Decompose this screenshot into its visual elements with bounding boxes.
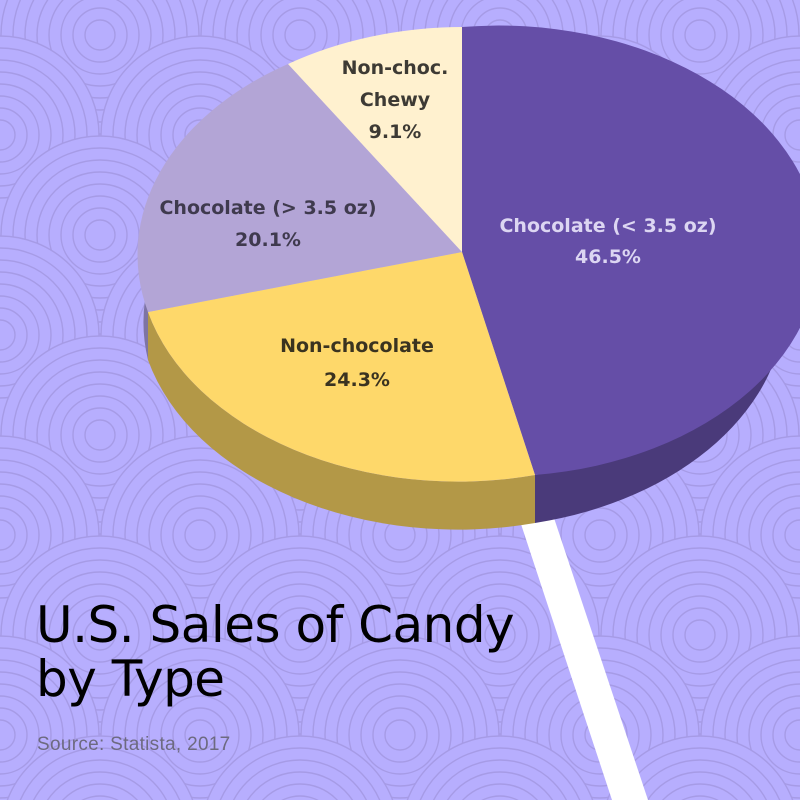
slice-chocolate-small[interactable] <box>462 25 800 475</box>
slice-non-chocolate[interactable] <box>148 252 535 482</box>
label-non-choc-chewy-line2: Chewy <box>360 89 431 111</box>
source-note: Source: Statista, 2017 <box>37 734 231 755</box>
value-non-chocolate: 24.3% <box>324 369 390 391</box>
value-chocolate-large: 20.1% <box>235 229 301 251</box>
value-chocolate-small: 46.5% <box>575 246 641 268</box>
value-non-choc-chewy: 9.1% <box>369 121 422 143</box>
lollipop-stick <box>518 515 648 800</box>
chart-title-line2: by Type <box>36 650 225 708</box>
label-non-chocolate: Non-chocolate <box>280 335 434 357</box>
chart-title: U.S. Sales of Candy by Type <box>36 596 515 708</box>
label-non-choc-chewy-line1: Non-choc. <box>342 57 449 79</box>
label-chocolate-small: Chocolate (< 3.5 oz) <box>499 215 716 237</box>
label-chocolate-large: Chocolate (> 3.5 oz) <box>159 197 376 219</box>
chart-title-line1: U.S. Sales of Candy <box>36 596 515 654</box>
slice-chocolate-large[interactable] <box>137 64 462 312</box>
slice-non-choc-chewy[interactable] <box>288 27 462 252</box>
slice-side-non-chocolate <box>148 312 535 530</box>
